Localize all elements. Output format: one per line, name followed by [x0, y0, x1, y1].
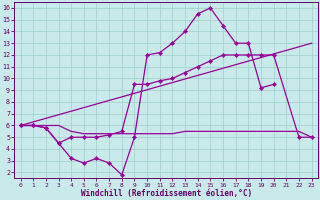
X-axis label: Windchill (Refroidissement éolien,°C): Windchill (Refroidissement éolien,°C)	[81, 189, 252, 198]
